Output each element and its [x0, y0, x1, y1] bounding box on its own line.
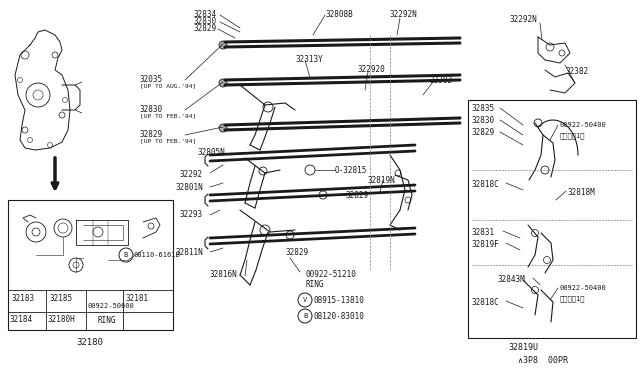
Text: 32818C: 32818C — [472, 298, 500, 307]
Text: 32811N: 32811N — [175, 248, 203, 257]
Text: 32843M: 32843M — [498, 275, 525, 284]
Text: O-32815: O-32815 — [335, 166, 367, 175]
Text: 32292N: 32292N — [390, 10, 418, 19]
Text: 32185: 32185 — [50, 294, 73, 303]
Text: 32829: 32829 — [193, 24, 216, 33]
Text: 32830: 32830 — [193, 17, 216, 26]
Text: B: B — [124, 252, 128, 258]
Text: 32831: 32831 — [472, 228, 495, 237]
Text: 32829: 32829 — [140, 130, 163, 139]
Text: 32181: 32181 — [126, 294, 149, 303]
Text: 32180: 32180 — [77, 338, 104, 347]
Text: V: V — [303, 297, 307, 303]
Text: 00922-50400: 00922-50400 — [560, 122, 607, 128]
Text: 32293: 32293 — [180, 210, 203, 219]
Text: 32292: 32292 — [180, 170, 203, 179]
Text: 08915-13810: 08915-13810 — [313, 296, 364, 305]
Circle shape — [219, 41, 227, 49]
Text: 32035: 32035 — [140, 75, 163, 84]
Text: 32183: 32183 — [12, 294, 35, 303]
Text: リング（1）: リング（1） — [560, 132, 586, 139]
Text: 32816N: 32816N — [210, 270, 237, 279]
Text: 32819F: 32819F — [472, 240, 500, 249]
Text: リング（1）: リング（1） — [560, 295, 586, 302]
Text: RING: RING — [98, 316, 116, 325]
Text: 32292N: 32292N — [510, 15, 538, 24]
Text: 32805N: 32805N — [197, 148, 225, 157]
Text: 32835: 32835 — [472, 104, 495, 113]
Text: 32818M: 32818M — [568, 188, 596, 197]
Text: [UP TO AUG.'94]: [UP TO AUG.'94] — [140, 83, 196, 88]
Text: 322920: 322920 — [357, 65, 385, 74]
Text: 32818C: 32818C — [472, 180, 500, 189]
Text: ∧3P8  00PR: ∧3P8 00PR — [518, 356, 568, 365]
Text: 32819U: 32819U — [508, 343, 538, 352]
Circle shape — [219, 124, 227, 132]
Text: 32819N: 32819N — [367, 176, 395, 185]
Text: 32184: 32184 — [10, 315, 33, 324]
Text: 32313Y: 32313Y — [295, 55, 323, 64]
Text: B: B — [303, 313, 307, 319]
Text: 32801N: 32801N — [175, 183, 203, 192]
Text: 32180H: 32180H — [48, 315, 76, 324]
Text: 08120-83010: 08120-83010 — [313, 312, 364, 321]
Text: 00922-51210: 00922-51210 — [305, 270, 356, 279]
Bar — [8, 200, 173, 330]
Text: [UP TO FEB.'94]: [UP TO FEB.'94] — [140, 138, 196, 143]
Text: 32829: 32829 — [472, 128, 495, 137]
Text: 32830: 32830 — [472, 116, 495, 125]
Text: RING: RING — [305, 280, 323, 289]
Text: [UP TO FEB.'94]: [UP TO FEB.'94] — [140, 113, 196, 118]
Text: 32808B: 32808B — [325, 10, 353, 19]
Text: 32829: 32829 — [285, 248, 308, 257]
Bar — [468, 100, 636, 338]
Text: 32830: 32830 — [140, 105, 163, 114]
Circle shape — [219, 79, 227, 87]
Text: 00922-50600: 00922-50600 — [88, 303, 135, 309]
Text: 00922-50400: 00922-50400 — [560, 285, 607, 291]
Text: 32829: 32829 — [345, 191, 368, 200]
Text: 32382: 32382 — [565, 67, 588, 76]
Text: 32834: 32834 — [193, 10, 216, 19]
Text: 08110-6161B: 08110-6161B — [134, 252, 180, 258]
Text: 32382: 32382 — [430, 76, 453, 85]
